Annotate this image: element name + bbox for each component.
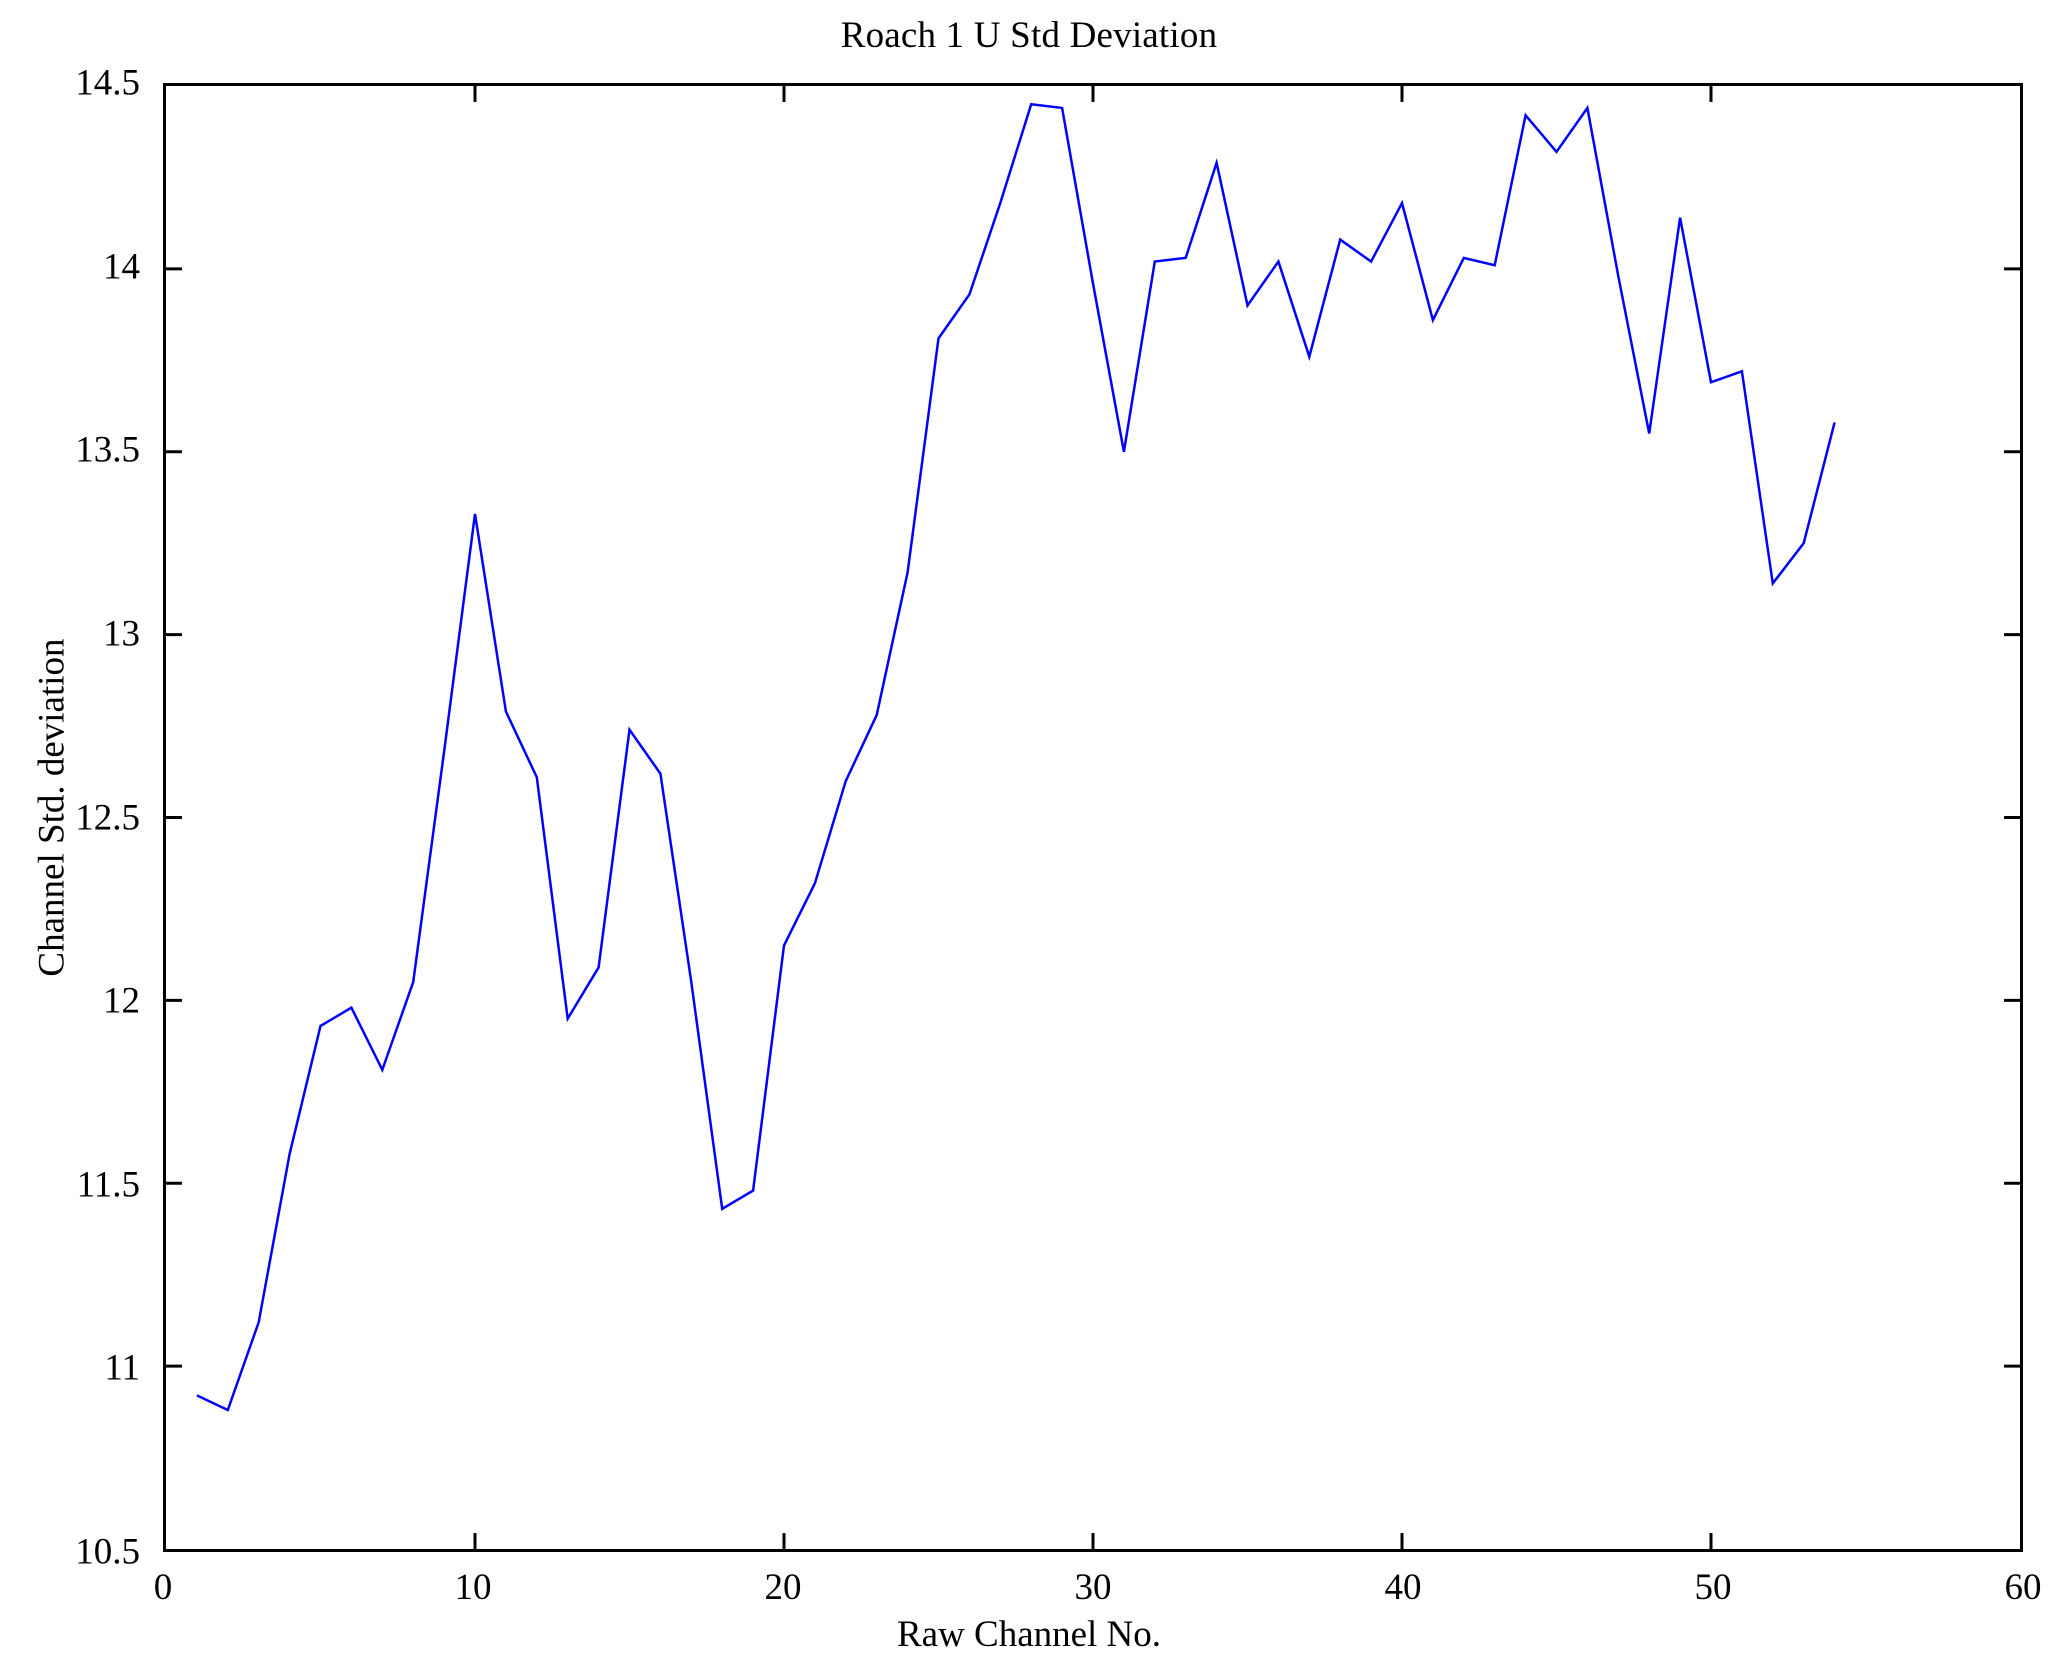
x-tick-label: 40 bbox=[1384, 1567, 1422, 1608]
y-axis-label: Channel Std. deviation bbox=[31, 638, 73, 977]
data-series-line bbox=[196, 102, 1836, 1412]
y-tick-label: 11 bbox=[104, 1347, 140, 1389]
plot-svg bbox=[166, 86, 2020, 1549]
chart-title: Roach 1 U Std Deviation bbox=[840, 15, 1218, 56]
x-tick-label: 60 bbox=[2004, 1567, 2042, 1608]
x-axis-label: Raw Channel No. bbox=[896, 1614, 1162, 1655]
x-axis-ticks bbox=[473, 86, 1713, 1549]
x-tick-label: 0 bbox=[153, 1567, 173, 1608]
y-tick-label: 11.5 bbox=[76, 1164, 140, 1206]
x-tick-label: 30 bbox=[1074, 1567, 1112, 1608]
y-tick-label: 14.5 bbox=[75, 62, 140, 104]
y-tick-label: 13 bbox=[103, 613, 140, 655]
y-tick-label: 12.5 bbox=[75, 797, 140, 838]
x-tick-label: 50 bbox=[1694, 1567, 1732, 1608]
y-tick-label: 14 bbox=[103, 246, 140, 288]
y-tick-label: 12 bbox=[103, 980, 140, 1022]
y-axis-ticks bbox=[166, 267, 2020, 1368]
x-tick-label: 20 bbox=[764, 1567, 802, 1608]
y-tick-label: 10.5 bbox=[75, 1531, 140, 1573]
y-tick-label: 13.5 bbox=[75, 429, 140, 471]
y-axis-label-wrapper: Channel Std. deviation bbox=[32, 0, 73, 1671]
x-tick-label: 10 bbox=[454, 1567, 492, 1608]
plot-area bbox=[163, 83, 2023, 1552]
y-axis-tick-labels: 10.5 11 11.5 12 12.5 13 13.5 14 14.5 bbox=[0, 0, 140, 1671]
